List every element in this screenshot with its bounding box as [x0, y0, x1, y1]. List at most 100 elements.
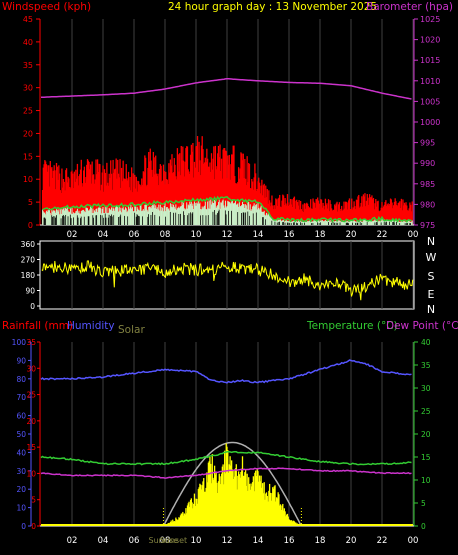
sunrise-label: Sunrise	[149, 536, 179, 545]
temp-x-tick-label: 22	[377, 536, 388, 546]
temperature-line	[40, 450, 412, 466]
humidity-tick-label: 90	[16, 356, 26, 365]
temp-tick-label: 0	[421, 522, 426, 531]
wind-y-tick-label: 5	[28, 198, 33, 207]
wind-x-tick-label: 08	[160, 230, 171, 240]
temp-x-tick-label: 18	[315, 536, 326, 546]
wind-average-line	[42, 195, 412, 223]
direction-y-tick-label: 180	[21, 271, 36, 280]
compass-letter: W	[426, 251, 437, 264]
wind-direction-line	[41, 260, 414, 301]
rain-tick-label: 25	[26, 391, 36, 400]
temp-tick-label: 5	[421, 499, 426, 508]
baro-y-tick-label: 1015	[420, 56, 440, 65]
humidity-tick-label: 70	[16, 393, 26, 402]
humidity-tick-label: 80	[16, 375, 26, 384]
baro-y-tick-label: 1010	[420, 77, 440, 86]
humidity-tick-label: 50	[16, 430, 26, 439]
wind-axis-title: Windspeed (kph)	[2, 1, 91, 13]
direction-y-tick-label: 0	[30, 302, 35, 311]
wind-y-tick-label: 40	[23, 38, 33, 47]
rain-axis-title: Rainfall (mm)	[2, 320, 73, 332]
temp-tick-label: 25	[421, 407, 431, 416]
temp-x-tick-label: 04	[98, 536, 109, 546]
temp-x-tick-label: 02	[67, 536, 78, 546]
temp-hum-chart: 1009080706050403020100353025201510504035…	[12, 338, 431, 546]
rain-tick-label: 15	[26, 443, 36, 452]
compass-letter: N	[427, 235, 435, 248]
baro-y-tick-label: 985	[420, 180, 435, 189]
humidity-axis-title: Humidity	[67, 320, 115, 332]
wind-y-tick-label: 25	[23, 107, 33, 116]
wind-y-tick-label: 0	[28, 221, 33, 230]
rain-tick-label: 10	[26, 469, 36, 478]
humidity-tick-label: 100	[12, 338, 27, 347]
baro-y-tick-label: 980	[420, 200, 435, 209]
temp-x-tick-label: 20	[346, 536, 357, 546]
baro-y-tick-label: 995	[420, 139, 435, 148]
dewpoint-axis-title: Dew Point (°C)	[386, 320, 458, 332]
direction-y-tick-label: 270	[21, 256, 36, 265]
wind-y-tick-label: 20	[23, 129, 33, 138]
wind-x-tick-label: 18	[315, 230, 326, 240]
temp-x-tick-label: 16	[284, 536, 295, 546]
direction-y-tick-label: 360	[21, 240, 36, 249]
wind-x-tick-label: 06	[129, 230, 140, 240]
wind-y-tick-label: 35	[23, 61, 33, 70]
humidity-tick-label: 0	[21, 522, 26, 531]
wind-x-tick-label: 02	[67, 230, 78, 240]
solar-axis-title: Solar	[118, 324, 145, 336]
baro-y-tick-label: 1020	[420, 36, 440, 45]
temp-x-tick-label: 14	[253, 536, 264, 546]
humidity-tick-label: 20	[16, 485, 26, 494]
baro-y-tick-label: 1000	[420, 118, 440, 127]
wind-y-tick-label: 45	[23, 15, 33, 24]
wind-baro-chart: 4540353025201510501025102010151010100510…	[23, 15, 441, 240]
direction-y-tick-label: 90	[25, 287, 35, 296]
compass-letter: N	[427, 303, 435, 316]
wind-y-tick-label: 30	[23, 84, 33, 93]
rain-tick-label: 30	[26, 364, 36, 373]
sunset-label: Sunset	[160, 536, 187, 545]
baro-y-tick-label: 1005	[420, 97, 440, 106]
temp-tick-label: 20	[421, 430, 431, 439]
barometer-line	[40, 77, 412, 100]
temp-x-tick-label: 10	[191, 536, 202, 546]
temp-x-tick-label: 06	[129, 536, 140, 546]
wind-y-tick-label: 10	[23, 175, 33, 184]
temp-tick-label: 35	[421, 361, 431, 370]
temperature-axis-title: Temperature (°C)	[306, 320, 398, 332]
wind-x-tick-label: 14	[253, 230, 264, 240]
humidity-tick-label: 10	[16, 504, 26, 513]
humidity-tick-label: 40	[16, 448, 26, 457]
baro-y-tick-label: 975	[420, 221, 435, 230]
temp-x-tick-label: 00	[408, 536, 419, 546]
temp-tick-label: 10	[421, 476, 431, 485]
wind-x-tick-label: 16	[284, 230, 295, 240]
solar-max-curve	[162, 441, 303, 527]
rain-tick-label: 35	[26, 338, 36, 347]
humidity-tick-label: 30	[16, 467, 26, 476]
compass-letter: E	[428, 288, 435, 301]
wind-x-tick-label: 10	[191, 230, 202, 240]
wind-x-tick-label: 20	[346, 230, 357, 240]
wind-x-tick-label: 04	[98, 230, 109, 240]
compass-letter: S	[428, 270, 435, 283]
temp-x-tick-label: 08	[160, 536, 171, 546]
baro-y-tick-label: 1025	[420, 15, 440, 24]
baro-y-tick-label: 990	[420, 159, 435, 168]
graph-title: 24 hour graph day : 13 November 2025	[168, 1, 377, 13]
humidity-tick-label: 60	[16, 412, 26, 421]
wind-x-tick-label: 22	[377, 230, 388, 240]
temp-tick-label: 40	[421, 338, 431, 347]
rain-tick-label: 5	[31, 496, 36, 505]
dewpoint-line	[40, 467, 412, 479]
humidity-line	[40, 359, 412, 384]
wind-y-tick-label: 15	[23, 152, 33, 161]
rain-tick-label: 20	[26, 417, 36, 426]
rain-tick-label: 0	[31, 522, 36, 531]
temp-x-tick-label: 12	[222, 536, 233, 546]
